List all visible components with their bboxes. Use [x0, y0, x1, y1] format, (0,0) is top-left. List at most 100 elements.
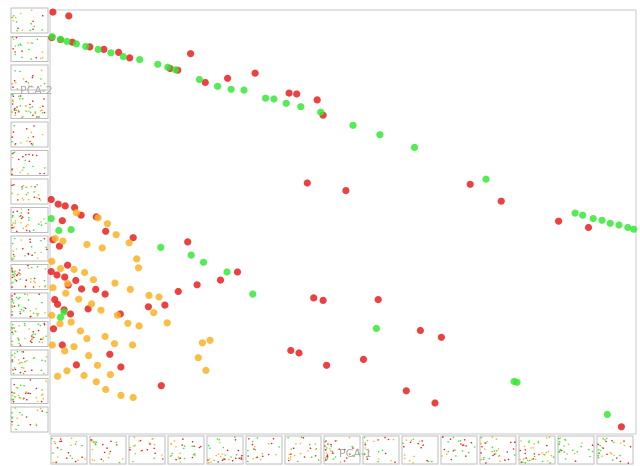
thumbnail-dot	[194, 454, 196, 457]
thumbnail-dot	[267, 443, 270, 445]
thumbnail-dot	[403, 454, 406, 456]
thumbnail-dot	[480, 452, 482, 454]
thumbnail-plot-left-1[interactable]	[10, 7, 49, 34]
thumbnail-dot	[563, 451, 566, 453]
thumbnail-dot	[16, 87, 19, 90]
thumbnail-dot	[34, 112, 36, 115]
thumbnail-plot-left-13[interactable]	[10, 349, 49, 376]
thumbnail-dot	[15, 81, 17, 84]
thumbnail-dot	[122, 458, 124, 460]
scatter-point-green	[136, 56, 144, 64]
thumbnail-plot-bottom-8[interactable]	[323, 435, 361, 465]
scatter-point-green	[282, 99, 290, 107]
thumbnail-dot	[18, 95, 20, 98]
thumbnail-plot-left-7[interactable]	[10, 178, 49, 205]
thumbnail-dot	[43, 82, 46, 85]
thumbnail-dot	[161, 454, 163, 456]
scatter-point-orange	[135, 322, 143, 330]
thumbnail-dot	[13, 255, 16, 258]
thumbnail-dot	[25, 128, 28, 130]
thumbnail-dot	[41, 14, 44, 17]
thumbnail-dot	[21, 56, 23, 59]
thumbnail-dot	[134, 444, 136, 447]
thumbnail-dot	[13, 392, 15, 395]
thumbnail-dot	[74, 460, 77, 463]
thumbnail-plot-left-10[interactable]	[10, 264, 49, 290]
thumbnail-dot	[599, 449, 602, 452]
thumbnail-dot	[339, 461, 342, 463]
scatter-point-green	[60, 308, 68, 316]
thumbnail-dot	[109, 450, 112, 453]
thumbnail-dot	[25, 193, 28, 196]
thumbnail-dot	[107, 456, 110, 459]
thumbnail-plot-bottom-10[interactable]	[401, 435, 439, 465]
thumbnail-dot	[33, 229, 35, 231]
thumbnail-plot-bottom-15[interactable]	[596, 435, 634, 465]
thumbnail-dot	[352, 454, 354, 457]
thumbnail-dot	[27, 198, 30, 201]
thumbnail-plot-left-9[interactable]	[10, 235, 49, 262]
thumbnail-plot-bottom-9[interactable]	[362, 435, 400, 465]
thumbnail-dot	[129, 449, 131, 451]
thumbnail-plot-bottom-6[interactable]	[245, 435, 283, 465]
thumbnail-plot-bottom-2[interactable]	[89, 435, 127, 465]
thumbnail-dot	[427, 460, 430, 463]
thumbnail-dot	[103, 451, 106, 454]
thumbnail-dot	[183, 445, 186, 447]
thumbnail-dot	[41, 301, 43, 304]
thumbnail-dot	[35, 154, 38, 157]
thumbnail-dot	[22, 155, 24, 158]
thumbnail-plot-left-14[interactable]	[10, 378, 49, 404]
thumbnail-dot	[115, 441, 118, 444]
scatter-point-green	[598, 216, 606, 224]
thumbnail-dot	[11, 394, 14, 397]
thumbnail-dot	[29, 340, 32, 342]
thumbnail-dot	[413, 455, 416, 458]
thumbnail-dot	[11, 214, 14, 217]
thumbnail-dot	[16, 210, 19, 213]
thumbnail-dot	[35, 396, 38, 399]
thumbnail-plot-left-4[interactable]	[10, 93, 49, 119]
thumbnail-dot	[69, 455, 72, 457]
thumbnail-dot	[520, 461, 523, 464]
scatter-point-red	[64, 261, 72, 269]
thumbnail-plot-left-2[interactable]	[10, 36, 49, 62]
thumbnail-dot	[252, 457, 254, 460]
scatter-point-red	[224, 74, 232, 82]
thumbnail-dot	[33, 196, 36, 199]
thumbnail-dot	[44, 360, 47, 362]
thumbnail-dot	[38, 197, 41, 200]
thumbnail-plot-bottom-12[interactable]	[479, 435, 517, 465]
thumbnail-plot-bottom-13[interactable]	[518, 435, 556, 465]
thumbnail-dot	[12, 372, 15, 375]
scatter-point-red	[174, 287, 182, 296]
scatter-point-green	[410, 143, 419, 151]
thumbnail-dot	[217, 461, 219, 463]
thumbnail-dot	[270, 442, 273, 445]
thumbnail-dot	[33, 336, 35, 339]
thumbnail-dot	[14, 16, 17, 19]
thumbnail-dot	[377, 460, 379, 463]
thumbnail-dot	[409, 441, 412, 444]
thumbnail-dot	[110, 440, 112, 443]
thumbnail-dot	[20, 212, 23, 214]
thumbnail-dot	[39, 110, 42, 112]
thumbnail-plot-bottom-1[interactable]	[50, 435, 88, 465]
scatter-point-orange	[54, 372, 62, 380]
thumbnail-plot-bottom-11[interactable]	[440, 435, 478, 465]
thumbnail-dot	[327, 443, 329, 445]
thumbnail-dot	[512, 448, 515, 450]
thumbnail-dot	[91, 440, 93, 442]
thumbnail-plot-bottom-14[interactable]	[557, 435, 595, 465]
thumbnail-dot	[191, 445, 193, 448]
thumbnail-plot-bottom-4[interactable]	[167, 435, 205, 465]
thumbnail-dot	[94, 441, 97, 443]
thumbnail-dot	[20, 44, 22, 46]
thumbnail-dot	[11, 93, 13, 96]
thumbnail-dot	[42, 397, 45, 400]
thumbnail-dot	[408, 460, 411, 462]
thumbnail-dot	[431, 460, 433, 463]
thumbnail-dot	[15, 36, 18, 39]
thumbnail-dot	[39, 324, 41, 327]
thumbnail-dot	[11, 354, 13, 357]
